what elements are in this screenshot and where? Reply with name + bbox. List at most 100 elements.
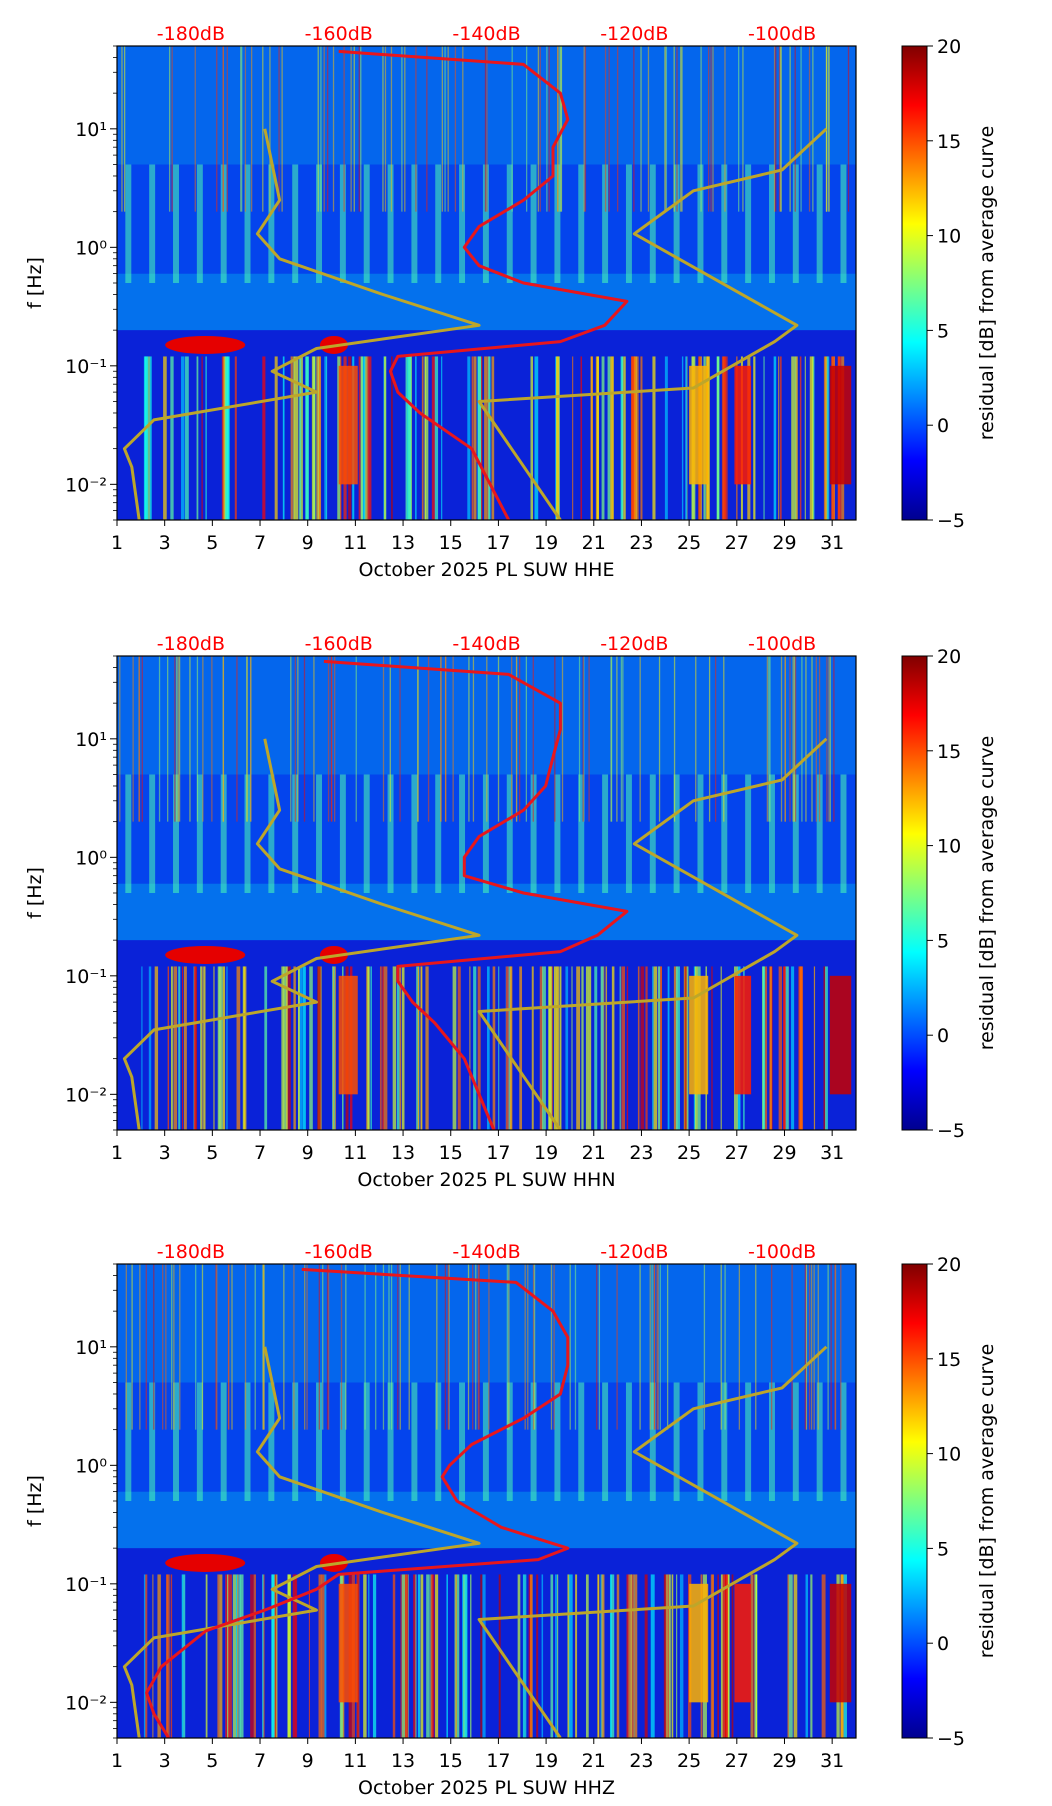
heatmap-streak <box>480 1574 483 1738</box>
heatmap-line <box>548 46 550 212</box>
heatmap-line <box>532 1264 535 1430</box>
heatmap-line <box>228 1264 230 1430</box>
heatmap-streak <box>619 966 621 1130</box>
heatmap-streak <box>685 356 687 520</box>
heatmap-streak <box>580 356 583 520</box>
heatmap-streak <box>383 966 388 1130</box>
heatmap-streak <box>392 1574 396 1738</box>
heatmap-daily-burst <box>578 774 585 893</box>
colorbar: −5 0 5 10 15 20 residual [dB] from average cur… <box>901 36 998 532</box>
heatmap-streak <box>243 966 247 1130</box>
heatmap-daily-burst <box>459 774 466 893</box>
heatmap-daily-burst <box>625 164 632 283</box>
heatmap-line <box>333 656 336 822</box>
heatmap-streak <box>154 966 159 1130</box>
heatmap-streak <box>417 966 420 1130</box>
heatmap-streak <box>237 1574 241 1738</box>
heatmap-streak <box>667 966 670 1130</box>
heatmap-streak <box>357 1574 359 1738</box>
heatmap-line <box>162 1264 164 1430</box>
heatmap-streak <box>778 966 782 1130</box>
top-db-label: -140dB <box>452 23 520 45</box>
heatmap-line <box>720 1264 722 1430</box>
heatmap-streak <box>308 1574 310 1738</box>
heatmap-line <box>399 656 401 822</box>
heatmap-streak <box>576 966 581 1130</box>
heatmap-line <box>345 1264 347 1430</box>
heatmap-line <box>554 656 556 822</box>
heatmap-line <box>769 656 771 822</box>
heatmap-line <box>616 46 619 212</box>
heatmap-streak <box>181 1574 186 1738</box>
heatmap-streak <box>607 356 611 520</box>
heatmap-line <box>673 46 675 212</box>
heatmap-line <box>649 1264 651 1430</box>
heatmap-streak <box>293 356 295 520</box>
heatmap-daily-burst <box>196 164 203 283</box>
heatmap-streak <box>821 1574 826 1738</box>
y-tick-label: 10⁻² <box>65 474 107 496</box>
heatmap-streak <box>482 1574 486 1738</box>
heatmap-line <box>616 656 618 822</box>
heatmap-streak <box>205 1574 208 1738</box>
heatmap-line <box>475 1264 477 1430</box>
heatmap-line <box>527 1264 529 1430</box>
heatmap-line <box>665 46 668 212</box>
heatmap-streak <box>609 1574 612 1738</box>
heatmap-streak <box>616 1574 620 1738</box>
heatmap-line <box>375 1264 377 1430</box>
heatmap-line <box>313 656 315 822</box>
heatmap-daily-burst <box>244 164 251 283</box>
heatmap-line <box>246 656 248 822</box>
heatmap-line <box>326 1264 329 1430</box>
y-tick-label: 10⁻² <box>65 1692 107 1714</box>
heatmap-line <box>397 1264 399 1430</box>
heatmap-streak <box>542 966 546 1130</box>
heatmap-daily-burst <box>745 164 752 283</box>
heatmap-line <box>486 656 488 822</box>
colorbar-gradient <box>901 1263 928 1739</box>
top-db-label: -120dB <box>600 633 668 655</box>
heatmap-streak <box>441 356 443 520</box>
median-psd-curve <box>145 1267 570 1738</box>
x-tick-label: 27 <box>725 1142 749 1164</box>
heatmap-storm <box>734 365 752 485</box>
heatmap-streak <box>227 1574 232 1738</box>
heatmap-line <box>303 656 306 822</box>
heatmap-streak <box>424 356 426 520</box>
heatmap-streak <box>530 1574 533 1738</box>
heatmap-streak <box>361 356 365 520</box>
heatmap-streak <box>588 966 592 1130</box>
heatmap-streak <box>420 1574 424 1738</box>
heatmap-streak <box>221 966 223 1130</box>
y-tick-label: 10⁰ <box>75 1455 107 1477</box>
heatmap-streak <box>226 966 228 1130</box>
y-tick-label: 10⁰ <box>75 847 107 869</box>
heatmap-line <box>794 46 796 212</box>
heatmap-streak <box>686 966 689 1130</box>
heatmap-line <box>399 1264 401 1430</box>
x-tick-label: 21 <box>582 1750 606 1772</box>
heatmap-streak <box>367 966 370 1130</box>
heatmap-line <box>240 46 242 212</box>
heatmap-daily-burst <box>220 1382 227 1501</box>
heatmap-daily-burst <box>339 164 346 283</box>
heatmap-daily-burst <box>840 164 847 283</box>
heatmap-streak <box>671 1574 674 1738</box>
heatmap-streak <box>596 356 599 520</box>
heatmap-storm <box>689 1583 709 1703</box>
heatmap-line <box>610 656 613 822</box>
heatmap-line <box>817 1264 819 1430</box>
heatmap-band <box>117 1264 856 1383</box>
heatmap-line <box>738 1264 741 1430</box>
noise-model-low-curve <box>122 128 481 520</box>
heatmap-line <box>454 46 457 212</box>
heatmap-line <box>404 46 406 212</box>
heatmap-band <box>117 883 856 941</box>
heatmap-line <box>828 46 830 212</box>
heatmap-streak <box>753 1574 755 1738</box>
heatmap-line <box>123 46 126 212</box>
heatmap <box>117 656 856 1130</box>
heatmap-line <box>583 656 585 822</box>
heatmap-daily-burst <box>554 1382 561 1501</box>
